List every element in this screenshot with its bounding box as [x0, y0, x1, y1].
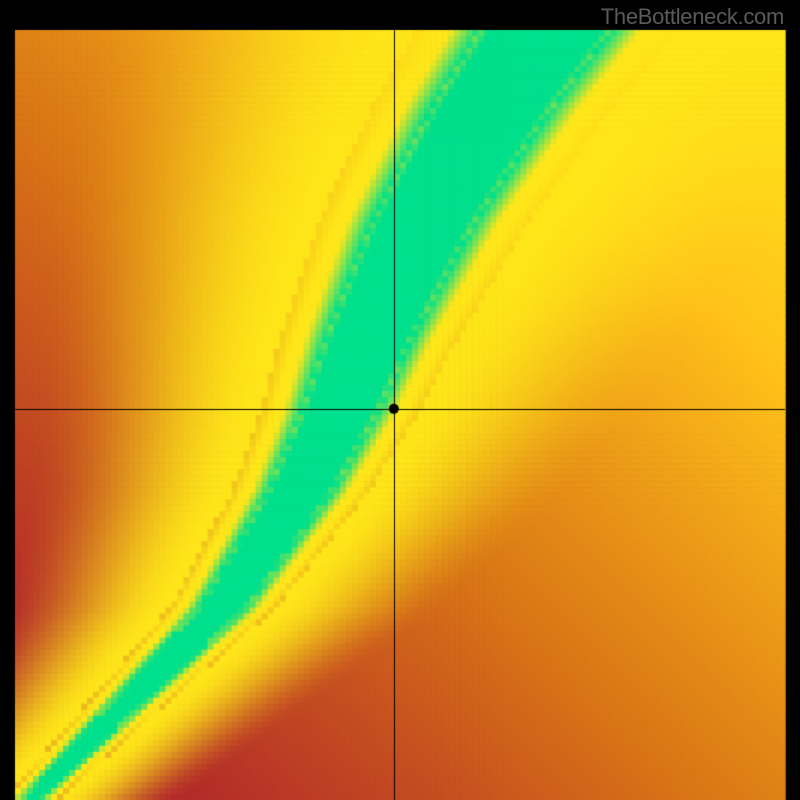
chart-container: TheBottleneck.com	[0, 0, 800, 800]
watermark-text: TheBottleneck.com	[601, 4, 784, 30]
bottleneck-heatmap	[0, 0, 800, 800]
